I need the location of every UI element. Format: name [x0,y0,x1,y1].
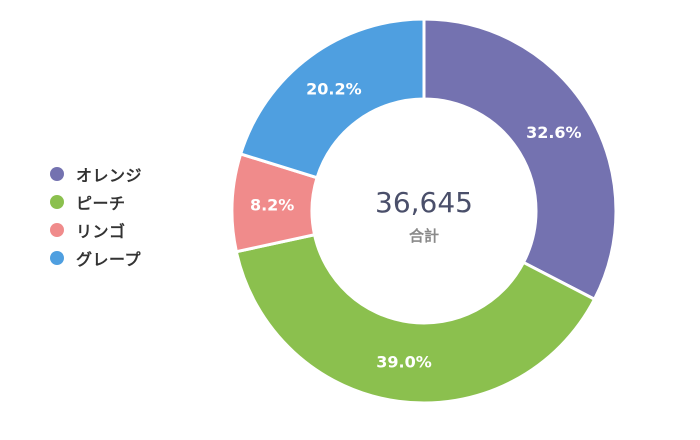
donut-slice-peach[interactable] [234,232,597,405]
total-label: 合計 [408,227,439,245]
legend-label-grape: グレープ [76,250,142,269]
legend-dot-peach [50,195,64,209]
legend-dot-apple [50,223,64,237]
slice-label-grape: 20.2% [306,80,362,99]
legend-dot-grape [50,251,64,265]
slice-labels-group: 32.6% 39.0% 8.2% 20.2% [250,80,582,372]
legend-item-peach[interactable]: ピーチ [50,188,142,216]
total-value: 36,645 [375,186,473,219]
legend-item-orange[interactable]: オレンジ [50,160,142,188]
legend-item-grape[interactable]: グレープ [50,244,142,272]
donut-slice-grape[interactable] [238,17,426,180]
legend-item-apple[interactable]: リンゴ [50,216,142,244]
chart-legend: オレンジ ピーチ リンゴ グレープ [50,160,142,272]
legend-dot-orange [50,167,64,181]
legend-label-orange: オレンジ [76,166,143,185]
slices-group [230,17,618,405]
slice-label-apple: 8.2% [250,195,294,214]
legend-label-peach: ピーチ [76,194,126,213]
slice-label-peach: 39.0% [376,353,432,372]
legend-label-apple: リンゴ [76,222,126,241]
slice-label-orange: 32.6% [526,123,582,142]
donut-slice-orange[interactable] [422,17,618,302]
